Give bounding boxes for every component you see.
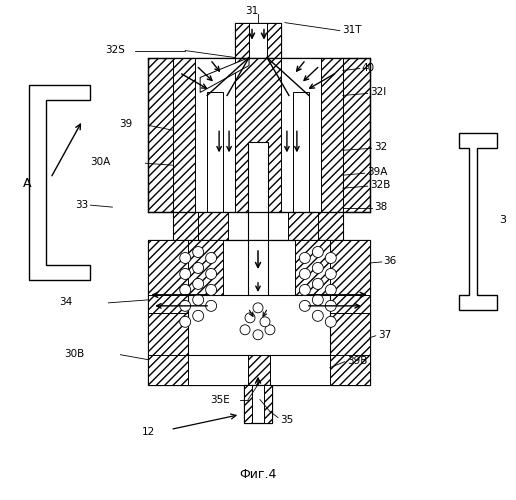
- Circle shape: [325, 316, 336, 328]
- Bar: [188, 354, 248, 384]
- Text: 35: 35: [280, 414, 293, 424]
- Bar: [235, 22, 249, 58]
- Text: 39B: 39B: [347, 356, 367, 366]
- Text: 3: 3: [499, 215, 506, 225]
- Bar: [148, 240, 188, 384]
- Circle shape: [180, 268, 191, 280]
- Text: 35E: 35E: [211, 394, 230, 404]
- Circle shape: [180, 300, 191, 312]
- Text: 12: 12: [142, 428, 155, 438]
- Bar: [264, 384, 272, 422]
- Text: 36: 36: [384, 256, 397, 266]
- Text: 30B: 30B: [64, 348, 85, 358]
- Circle shape: [206, 284, 217, 296]
- Circle shape: [192, 246, 204, 258]
- Circle shape: [260, 317, 270, 327]
- Bar: [198, 212, 228, 240]
- Bar: [148, 58, 369, 212]
- Circle shape: [312, 262, 324, 274]
- Circle shape: [240, 325, 250, 335]
- Bar: [248, 240, 268, 310]
- Text: 33: 33: [75, 200, 88, 210]
- Bar: [244, 384, 272, 422]
- Circle shape: [325, 284, 336, 296]
- Text: 32S: 32S: [105, 44, 125, 54]
- Circle shape: [180, 284, 191, 296]
- Circle shape: [192, 310, 204, 322]
- Text: 39A: 39A: [367, 167, 387, 177]
- Text: 40: 40: [362, 62, 375, 72]
- Polygon shape: [200, 58, 249, 92]
- Circle shape: [192, 278, 204, 289]
- Text: 32B: 32B: [369, 180, 390, 190]
- Bar: [288, 212, 318, 240]
- Text: 32I: 32I: [369, 88, 386, 98]
- Bar: [173, 212, 343, 240]
- Text: 34: 34: [59, 297, 73, 307]
- Bar: [330, 295, 369, 313]
- Bar: [321, 58, 343, 212]
- Bar: [173, 58, 195, 212]
- Polygon shape: [281, 58, 321, 212]
- Text: 38: 38: [374, 202, 387, 212]
- Circle shape: [312, 294, 324, 306]
- Circle shape: [206, 252, 217, 264]
- Bar: [249, 22, 267, 58]
- Bar: [235, 22, 281, 58]
- Bar: [188, 240, 223, 295]
- Polygon shape: [29, 86, 90, 280]
- Bar: [270, 354, 330, 384]
- Circle shape: [206, 268, 217, 280]
- Circle shape: [299, 268, 310, 280]
- Text: 30A: 30A: [90, 157, 110, 167]
- Bar: [235, 58, 281, 212]
- Circle shape: [253, 303, 263, 313]
- Bar: [318, 212, 343, 240]
- Text: A: A: [23, 176, 31, 190]
- Bar: [248, 142, 268, 260]
- Circle shape: [325, 268, 336, 280]
- Circle shape: [192, 262, 204, 274]
- Bar: [244, 384, 252, 422]
- Bar: [188, 295, 330, 354]
- Text: 37: 37: [378, 330, 391, 340]
- Circle shape: [312, 278, 324, 289]
- Circle shape: [192, 294, 204, 306]
- Circle shape: [299, 300, 310, 312]
- Bar: [293, 92, 309, 212]
- Polygon shape: [195, 58, 235, 212]
- Text: 31T: 31T: [342, 24, 361, 34]
- Circle shape: [180, 252, 191, 264]
- Circle shape: [265, 325, 275, 335]
- Bar: [148, 295, 188, 313]
- Circle shape: [180, 316, 191, 328]
- Text: 39: 39: [119, 120, 132, 130]
- Circle shape: [206, 300, 217, 312]
- Bar: [295, 240, 330, 295]
- Circle shape: [325, 300, 336, 312]
- Circle shape: [299, 252, 310, 264]
- Bar: [148, 354, 369, 384]
- Bar: [267, 22, 281, 58]
- Polygon shape: [459, 134, 497, 310]
- Text: 32: 32: [374, 142, 387, 152]
- Bar: [148, 240, 369, 384]
- Circle shape: [299, 284, 310, 296]
- Bar: [173, 212, 198, 240]
- Circle shape: [253, 330, 263, 340]
- Text: Фиг.4: Фиг.4: [239, 468, 277, 481]
- Circle shape: [325, 252, 336, 264]
- Bar: [207, 92, 223, 212]
- Circle shape: [312, 246, 324, 258]
- Bar: [330, 240, 369, 384]
- Circle shape: [245, 313, 255, 323]
- Text: 31: 31: [246, 6, 259, 16]
- Circle shape: [312, 310, 324, 322]
